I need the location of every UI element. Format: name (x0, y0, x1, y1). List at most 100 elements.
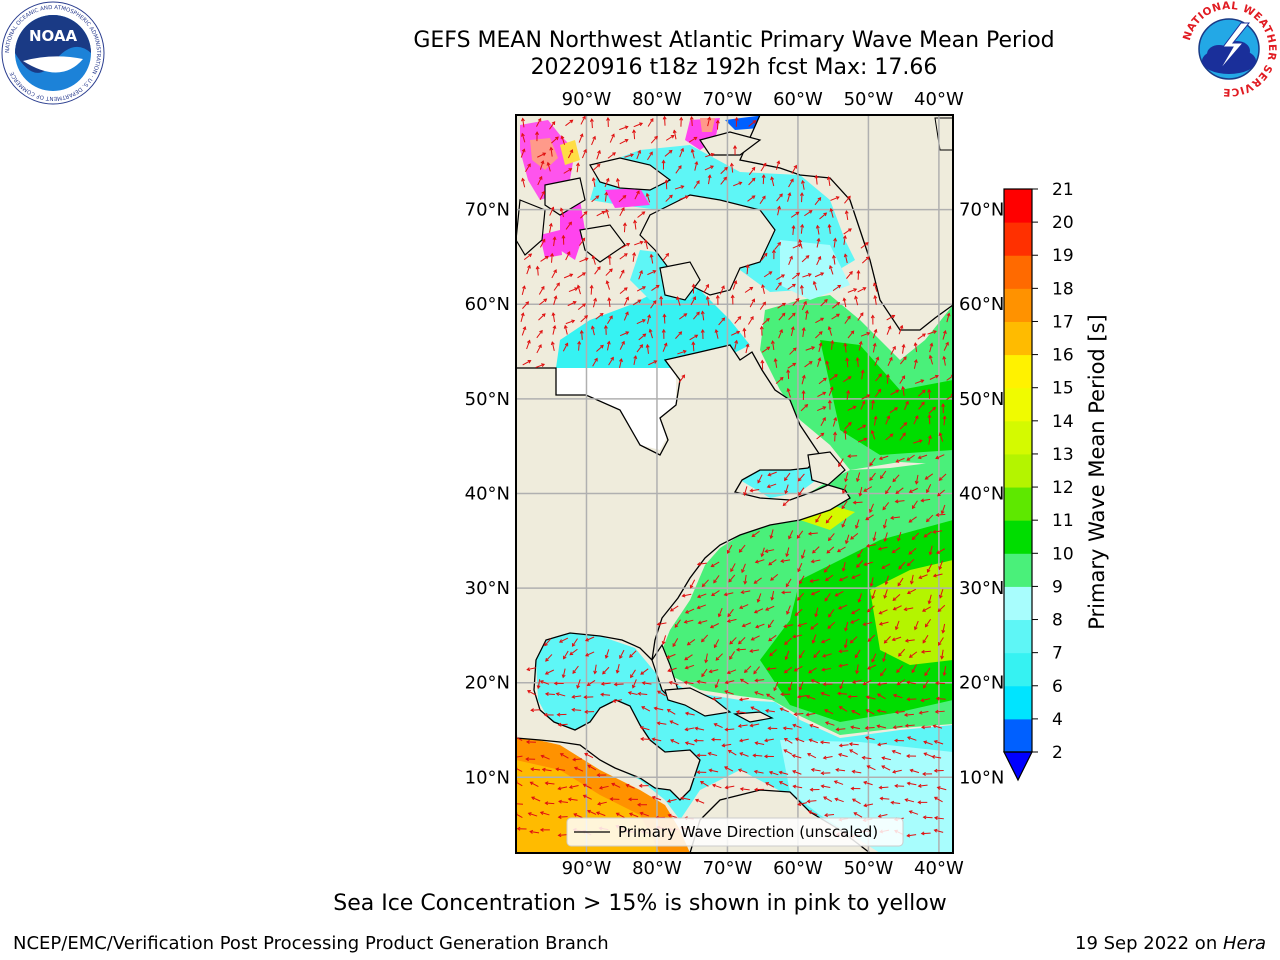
wave-arrow-head (820, 691, 825, 696)
wave-arrow (697, 680, 707, 684)
wave-arrow-head (906, 781, 911, 786)
wave-arrow-head (535, 131, 540, 135)
wave-arrow-head (897, 537, 901, 542)
wave-arrow-head (769, 535, 774, 540)
wave-arrow-head (935, 455, 940, 460)
wave-arrow-head (573, 813, 578, 817)
wave-arrow (736, 648, 746, 651)
wave-arrow (846, 358, 849, 368)
wave-arrow (879, 786, 889, 789)
y-tick-label-left: 40°N (465, 483, 510, 504)
wave-arrow-head (784, 641, 788, 645)
wave-arrow (851, 710, 861, 716)
wave-arrow-head (642, 333, 647, 338)
wave-arrow-head (812, 280, 817, 285)
wave-arrow-head (895, 389, 900, 394)
wave-arrow (522, 301, 529, 309)
wave-arrow (878, 813, 888, 818)
wave-arrow-head (871, 658, 875, 663)
wave-arrow (682, 593, 692, 597)
wave-arrow (863, 781, 873, 786)
colorbar-segment (1004, 321, 1032, 356)
wave-arrow (761, 346, 770, 353)
wave-arrow-head (539, 811, 544, 815)
wave-arrow-head (521, 132, 525, 137)
wave-arrow (670, 720, 679, 726)
wave-arrow-head (678, 165, 682, 170)
wave-arrow-head (678, 331, 683, 335)
wave-arrow (879, 621, 889, 625)
wave-arrow-head (564, 342, 569, 347)
wave-arrow-head (721, 285, 725, 290)
wave-arrow-head (583, 211, 588, 215)
wave-arrow (592, 255, 596, 265)
wave-arrow (774, 242, 781, 250)
wave-arrow-head (669, 607, 674, 612)
wave-arrow (811, 559, 821, 563)
wave-arrow-head (927, 414, 932, 418)
wave-arrow (812, 546, 820, 554)
wave-arrow-head (600, 681, 605, 686)
wave-arrow (856, 357, 859, 367)
wave-arrow-head (891, 637, 896, 642)
wave-arrow (870, 577, 874, 587)
wave-arrow (866, 544, 876, 547)
wave-arrow (841, 518, 847, 528)
wave-arrow (877, 710, 887, 713)
wave-arrow (547, 162, 551, 172)
wave-arrow-head (736, 330, 741, 335)
wave-arrow-head (607, 297, 612, 302)
wave-arrow-head (576, 284, 581, 289)
wave-arrow-head (557, 815, 562, 820)
wave-arrow (558, 816, 568, 818)
wave-arrow-head (793, 164, 797, 169)
wave-arrow (946, 313, 950, 323)
wave-arrow-head (639, 240, 644, 245)
wave-arrow-head (549, 146, 554, 151)
wave-arrow (590, 285, 593, 295)
wave-arrow-head (903, 712, 908, 717)
wave-arrow (886, 315, 895, 321)
wave-arrow-head (784, 477, 788, 482)
wave-arrow (907, 736, 917, 741)
wave-arrow-head (595, 195, 600, 199)
wave-arrow (684, 654, 693, 661)
wave-arrow-head (801, 374, 806, 379)
wave-arrow (705, 653, 708, 663)
wave-arrow (839, 744, 849, 747)
wave-arrow-head (830, 339, 835, 344)
wave-arrow-head (715, 119, 720, 124)
wave-arrow (692, 342, 695, 352)
wave-arrow-head (611, 133, 615, 138)
wave-arrow-head (800, 179, 805, 184)
wave-arrow (828, 533, 835, 541)
wave-arrow (638, 270, 643, 280)
wave-arrow (707, 117, 711, 127)
wave-arrow (882, 757, 892, 761)
wave-arrow (522, 360, 531, 366)
wave-arrow-head (933, 330, 937, 334)
wave-arrow-head (606, 116, 611, 121)
wave-arrow-head (848, 228, 852, 232)
wave-arrow-head (623, 287, 628, 291)
wave-arrow (785, 650, 790, 660)
wave-arrow-head (818, 331, 823, 335)
wave-arrow (896, 457, 905, 463)
wave-arrow (725, 728, 735, 731)
wave-arrow (783, 727, 793, 730)
wave-arrow (652, 796, 662, 801)
wave-arrow-head (863, 562, 868, 567)
wave-arrow-head (913, 358, 918, 363)
wave-arrow-head (909, 768, 914, 773)
wave-arrow-head (850, 536, 854, 540)
wave-arrow-head (668, 680, 673, 685)
wave-arrow-head (696, 311, 700, 316)
wave-arrow-head (686, 641, 691, 646)
wave-arrow-head (872, 342, 877, 347)
wave-arrow-head (850, 330, 855, 335)
wave-arrow-head (782, 302, 786, 307)
wave-arrow (619, 287, 628, 295)
wave-arrow-head (521, 148, 526, 153)
wave-arrow (738, 769, 748, 774)
wave-arrow (832, 285, 841, 292)
